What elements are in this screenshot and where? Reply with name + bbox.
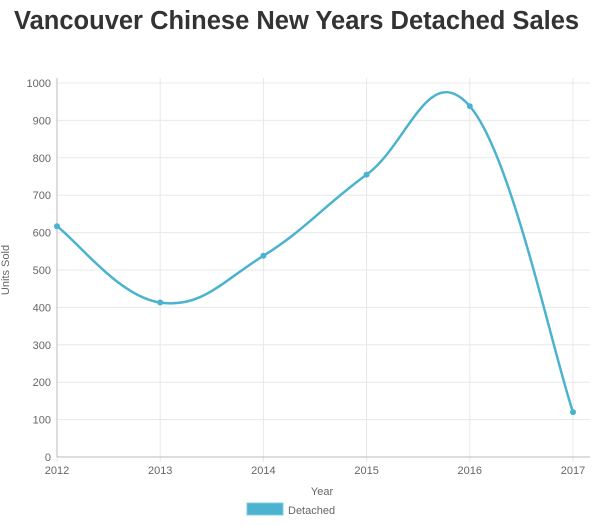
legend-label: Detached [288,505,335,517]
y-tick-label: 400 [33,302,51,314]
x-tick-label: 2016 [458,465,482,477]
y-tick-label: 600 [33,228,51,240]
x-tick-label: 2014 [251,465,275,477]
series-line-detached [56,90,575,413]
y-tick-label: 800 [33,153,51,165]
data-point [570,409,576,416]
x-tick-label: 2017 [561,465,585,477]
chart-title: Vancouver Chinese New Years Detached Sal… [14,7,580,35]
x-tick-label: 2013 [148,465,172,477]
x-tick-label: 2015 [354,465,378,477]
x-axis-title: Year [311,486,334,498]
y-tick-label: 900 [33,115,51,127]
y-tick-label: 200 [33,377,51,389]
y-tick-label: 500 [33,265,51,277]
data-point [363,171,370,178]
x-tick-label: 2012 [45,465,69,477]
legend-swatch [246,502,284,516]
data-point [260,252,267,259]
y-tick-label: 0 [45,452,51,464]
data-point [466,103,473,110]
y-tick-label: 700 [33,190,51,202]
y-tick-label: 1000 [27,78,51,90]
data-point [157,299,164,306]
y-axis-title: Units Sold [0,245,12,295]
y-tick-label: 300 [33,340,51,352]
y-tick-label: 100 [33,415,51,427]
data-point [54,223,60,230]
